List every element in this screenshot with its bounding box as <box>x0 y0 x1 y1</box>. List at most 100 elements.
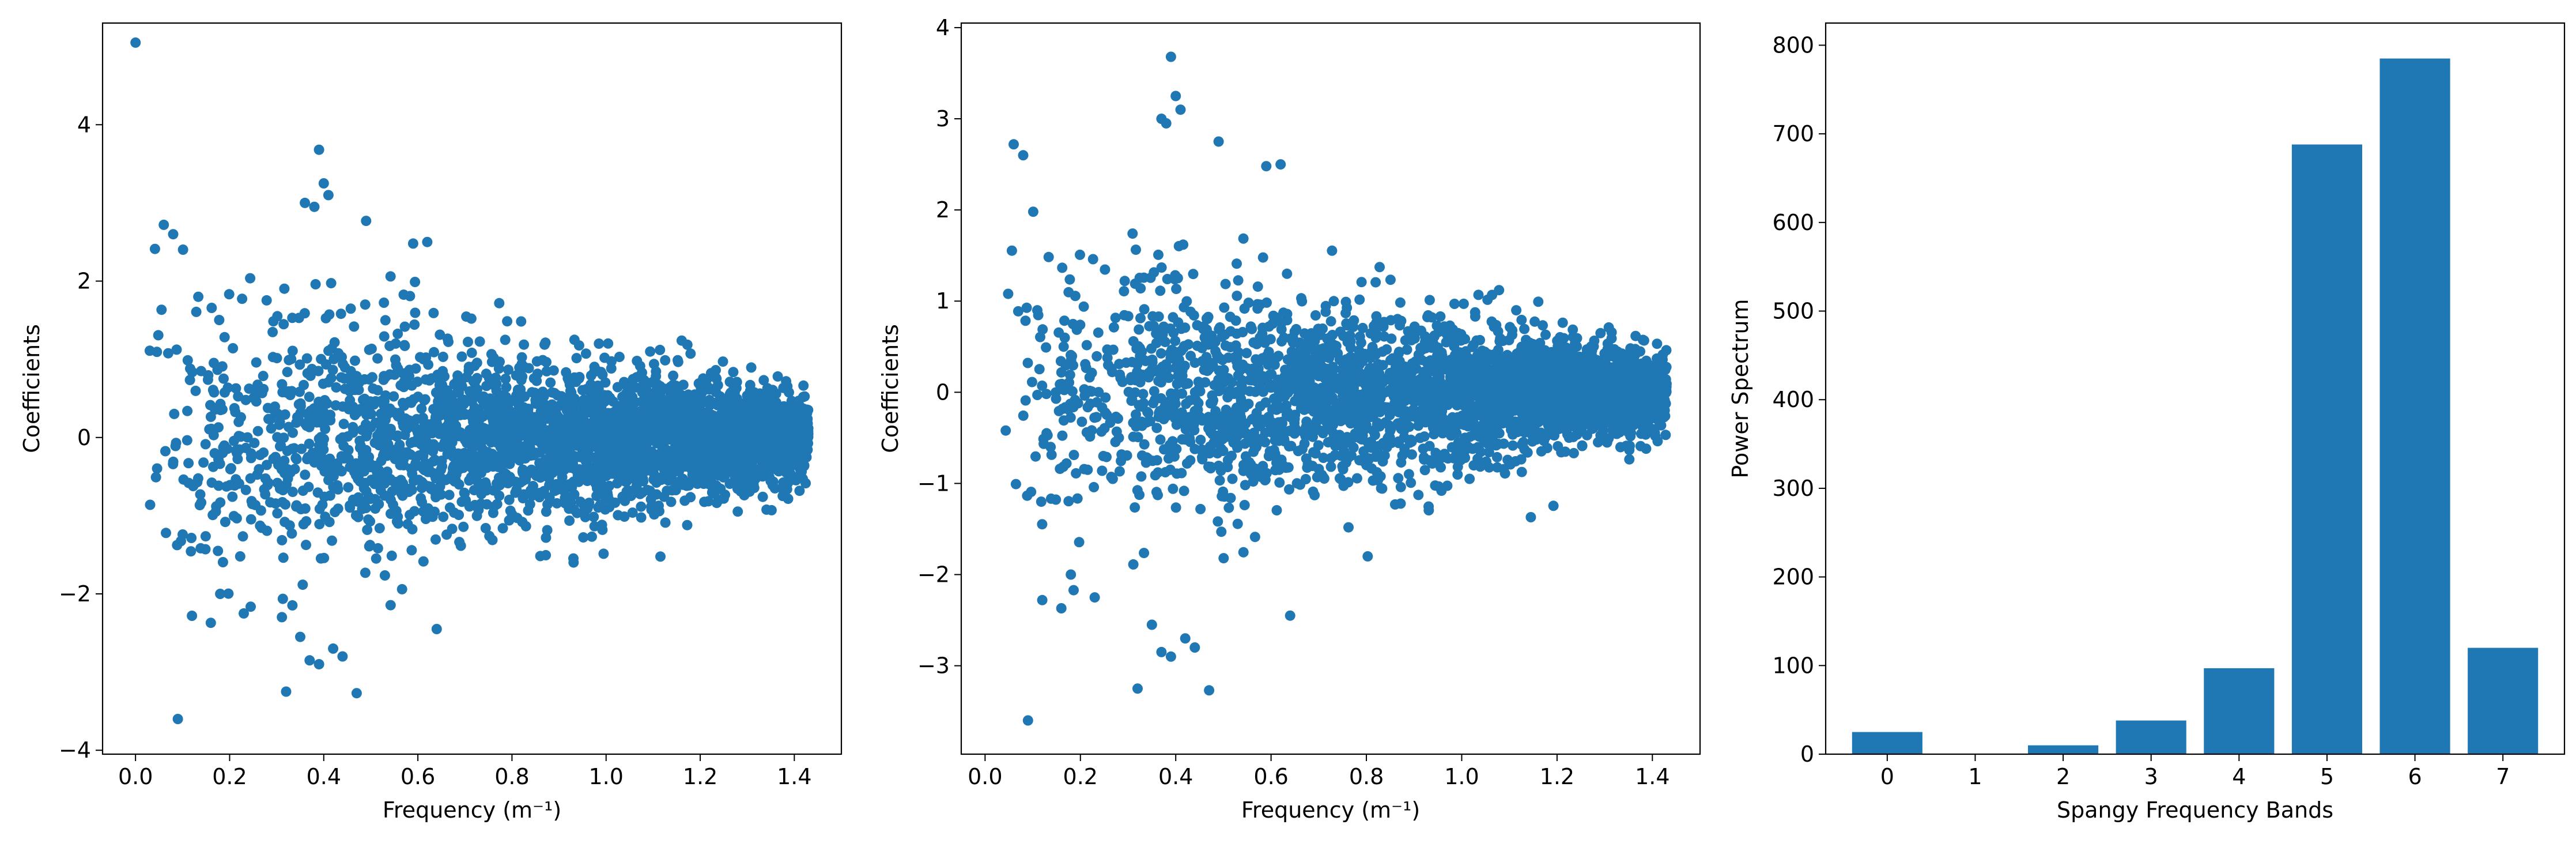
scatter-point <box>1135 313 1146 323</box>
scatter-point <box>186 533 197 543</box>
scatter-point <box>779 423 790 434</box>
scatter-point <box>711 373 722 384</box>
scatter-point <box>1180 322 1191 333</box>
scatter-point <box>1155 348 1166 359</box>
scatter-point <box>190 385 201 396</box>
scatter-point <box>1068 450 1079 461</box>
scatter-point <box>272 477 283 488</box>
scatter-point <box>800 439 811 450</box>
scatter-point <box>734 457 745 468</box>
scatter-point <box>160 446 171 457</box>
scatter-point <box>593 502 604 513</box>
scatter-point <box>1216 526 1227 537</box>
scatter-point <box>227 491 238 502</box>
scatter-point <box>298 519 309 530</box>
scatter-point <box>1299 438 1310 449</box>
scatter-point <box>1136 471 1147 482</box>
scatter-point <box>478 391 489 402</box>
scatter-point <box>326 372 337 383</box>
scatter-point <box>627 507 638 518</box>
scatter-point <box>428 456 439 467</box>
scatter-point <box>230 406 241 417</box>
scatter-point <box>326 278 337 289</box>
scatter-point <box>319 552 330 563</box>
scatter-point <box>504 494 515 505</box>
scatter-point <box>337 451 348 462</box>
scatter-point <box>410 277 421 287</box>
scatter-point <box>509 450 520 461</box>
scatter-point <box>757 491 768 502</box>
scatter-point <box>193 291 204 302</box>
scatter-point <box>1473 289 1484 300</box>
scatter-point <box>284 355 294 366</box>
scatter-point <box>399 340 410 351</box>
scatter-point <box>541 366 552 377</box>
scatter-point <box>294 359 305 370</box>
scatter-point <box>271 353 282 364</box>
y-tick-label: 2 <box>77 269 91 294</box>
scatter-point <box>754 454 765 465</box>
scatter-point <box>423 359 434 370</box>
scatter-point <box>311 417 322 428</box>
scatter-point <box>268 316 279 327</box>
scatter-point <box>744 484 755 495</box>
scatter-point <box>618 377 629 387</box>
scatter-point <box>205 411 216 422</box>
scatter-point <box>422 424 433 435</box>
scatter-point <box>437 379 448 390</box>
scatter-point <box>206 423 217 434</box>
scatter-point <box>163 348 173 359</box>
scatter-point <box>696 424 707 435</box>
scatter-point <box>1220 278 1231 289</box>
scatter-point <box>183 458 194 469</box>
scatter-point <box>486 349 497 360</box>
scatter-point <box>1284 484 1294 495</box>
scatter-point <box>538 391 549 402</box>
scatter-point <box>219 387 230 398</box>
scatter-point <box>579 394 590 405</box>
scatter-point <box>205 618 216 628</box>
scatter-point <box>310 279 321 289</box>
scatter-point <box>648 454 659 465</box>
scatter-point <box>651 489 662 500</box>
scatter-point <box>432 417 442 428</box>
scatter-point <box>345 303 356 314</box>
scatter-point <box>552 402 563 412</box>
scatter-point <box>231 383 241 394</box>
scatter-point <box>526 464 537 475</box>
scatter-point <box>415 352 425 363</box>
scatter-point <box>357 424 368 435</box>
scatter-point <box>582 476 593 487</box>
scatter-point <box>237 293 248 304</box>
scatter-point <box>150 472 161 483</box>
scatter-point <box>1091 412 1102 423</box>
scatter-point <box>245 473 256 484</box>
scatter-point <box>568 557 579 568</box>
scatter-point <box>1150 470 1161 481</box>
scatter-point <box>501 391 512 402</box>
scatter-point <box>1492 462 1503 473</box>
scatter-point <box>433 389 444 400</box>
scatter-point <box>196 497 207 508</box>
scatter-point <box>209 357 219 368</box>
scatter-point <box>430 408 441 419</box>
scatter-point <box>275 441 285 452</box>
scatter-point <box>782 478 793 489</box>
scatter-point <box>680 461 691 472</box>
scatter-point <box>697 413 708 424</box>
scatter-point <box>1557 317 1568 328</box>
scatter-point <box>1026 377 1037 387</box>
scatter-point <box>512 419 523 430</box>
scatter-point <box>610 449 621 460</box>
scatter-point <box>594 338 605 349</box>
scatter-point <box>447 524 458 534</box>
scatter-point <box>425 481 436 492</box>
scatter-point <box>286 528 297 539</box>
scatter-point <box>1312 472 1323 483</box>
scatter-point <box>215 589 226 599</box>
scatter-point <box>454 479 464 490</box>
scatter-point <box>327 364 338 375</box>
scatter-point <box>223 588 234 599</box>
scatter-point <box>1494 285 1505 296</box>
